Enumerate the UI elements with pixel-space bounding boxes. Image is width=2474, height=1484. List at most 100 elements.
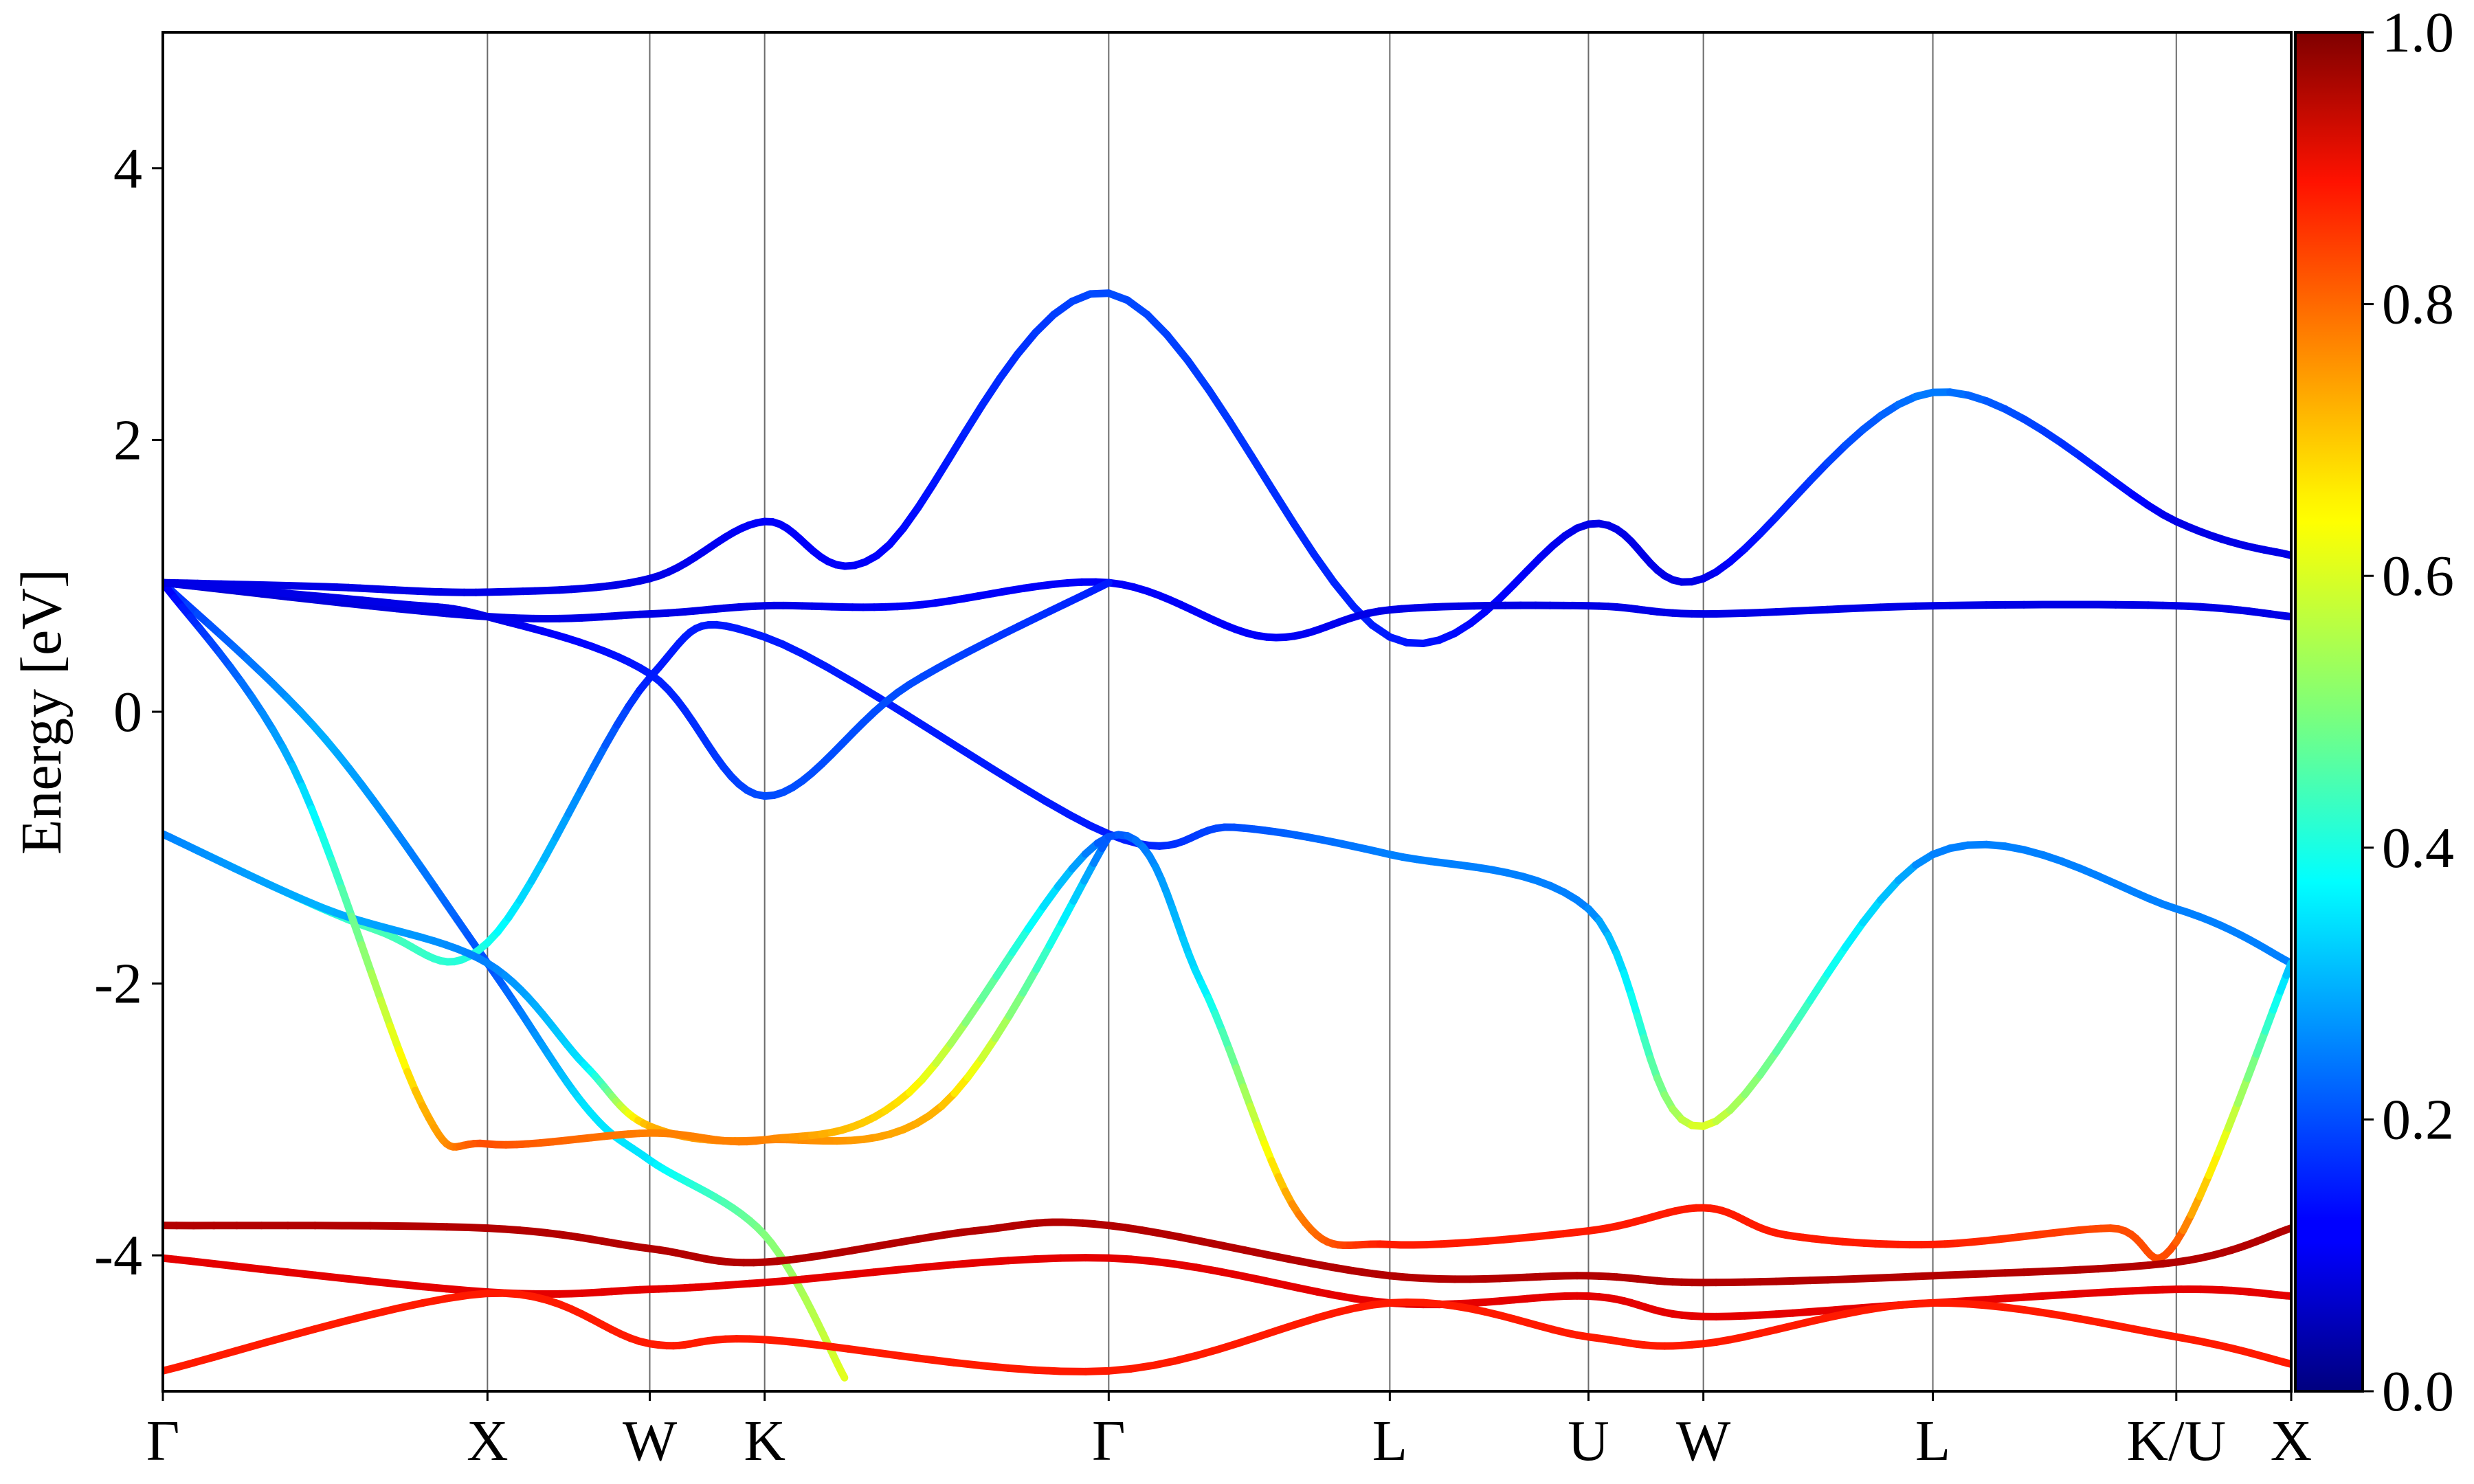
- y-tick-label: 4: [113, 137, 142, 201]
- band-segment: [1310, 550, 1338, 587]
- band-segment: [210, 1347, 241, 1361]
- band-segment: [977, 972, 1001, 1004]
- band-segment: [821, 1342, 852, 1353]
- colorbar-tick-label: 0.4: [2382, 816, 2454, 880]
- band-segment: [978, 374, 1004, 409]
- band-segment: [1627, 991, 1642, 1020]
- band-segment: [895, 1351, 930, 1363]
- band-segment: [393, 1280, 427, 1291]
- band-segment: [1289, 519, 1318, 559]
- band-segment: [1039, 882, 1062, 911]
- band-segment: [977, 1362, 1012, 1372]
- band-segment: [210, 1259, 241, 1270]
- band-segment: [298, 782, 316, 813]
- band-4: [163, 830, 1113, 1145]
- x-axis-ticks: Γ X W K Γ L U W L K/U X: [146, 1391, 2313, 1473]
- band-segment: [1247, 451, 1277, 494]
- band-segment: [1859, 896, 1885, 927]
- band-segment: [1877, 877, 1902, 904]
- band-segment: [311, 1271, 347, 1283]
- colorbar-ticks: 0.0 0.2 0.4 0.6 0.8 1.0: [2363, 1, 2454, 1424]
- band-segment: [1031, 1254, 1065, 1263]
- band-segment: [991, 1012, 1013, 1042]
- band-segment: [1143, 311, 1171, 339]
- band-segment: [386, 1022, 403, 1055]
- band-segment: [2233, 1075, 2251, 1108]
- band-9: [163, 1289, 2291, 1375]
- band-segment: [929, 455, 953, 488]
- band-segment: [1054, 864, 1076, 890]
- x-tick-label: Γ: [1092, 1409, 1126, 1473]
- band-segment: [311, 596, 347, 607]
- y-tick-label: -2: [94, 952, 142, 1016]
- band-segment: [1789, 477, 1814, 503]
- band-segment: [317, 830, 336, 865]
- band-segment: [366, 1277, 401, 1288]
- colorbar-tick-label: 0.8: [2382, 273, 2454, 337]
- band-segment: [552, 809, 572, 841]
- band-segment: [922, 1355, 958, 1367]
- band-segment: [946, 1019, 970, 1048]
- band-segment: [1004, 1255, 1039, 1265]
- band-segment: [377, 996, 394, 1031]
- band-segment: [849, 678, 884, 702]
- band-segment: [419, 1283, 451, 1293]
- x-tick-label: X: [2271, 1409, 2313, 1473]
- band-segment: [1041, 797, 1073, 819]
- band-segment: [589, 741, 610, 772]
- y-tick-label: 0: [113, 680, 142, 744]
- band-segment: [837, 1368, 849, 1382]
- band-segment: [1082, 1254, 1113, 1262]
- band-segment: [515, 877, 536, 905]
- band-segment: [395, 1046, 412, 1076]
- band-segment: [1058, 897, 1078, 927]
- x-tick-label: U: [1568, 1409, 1609, 1473]
- band-segment: [1069, 877, 1089, 905]
- band-segment: [1057, 1254, 1090, 1262]
- band-segment: [539, 833, 560, 864]
- band-segment: [950, 1358, 985, 1370]
- band-segment: [961, 747, 996, 773]
- x-tick-label: L: [1915, 1409, 1950, 1473]
- band-segment: [988, 765, 1024, 790]
- colorbar-tick-label: 0.6: [2382, 544, 2454, 608]
- band-segment: [393, 1222, 427, 1230]
- colorbar-tick-label: 0.2: [2382, 1088, 2454, 1151]
- y-tick-label: -4: [94, 1224, 142, 1288]
- band-segment: [823, 663, 857, 686]
- band-segment: [1823, 441, 1849, 467]
- band-segment: [564, 786, 585, 818]
- band-segment: [1841, 425, 1867, 449]
- band-segment: [601, 721, 621, 750]
- band-segment: [1806, 969, 1831, 1004]
- band-segment: [393, 1298, 427, 1313]
- band-segment: [1789, 996, 1814, 1031]
- y-axis-title: Energy [eV]: [10, 569, 74, 855]
- band-5: [163, 578, 2291, 1262]
- band-segment: [2205, 1148, 2222, 1180]
- band-segment: [1008, 925, 1032, 956]
- band-segment: [779, 640, 807, 659]
- band-segment: [328, 857, 346, 892]
- band-segment: [1032, 311, 1058, 337]
- band-segment: [2224, 1099, 2242, 1132]
- band-segment: [1004, 1364, 1039, 1374]
- band-segment: [869, 1266, 904, 1277]
- band-segment: [232, 1340, 266, 1355]
- band-segment: [357, 941, 375, 977]
- kpoint-vertical-lines: [487, 32, 2177, 1391]
- band-segment: [1016, 782, 1049, 805]
- band-segment: [977, 1034, 999, 1063]
- band-0: [163, 289, 2291, 648]
- band-segment: [366, 602, 401, 613]
- band-segment: [258, 1332, 292, 1348]
- band-segment: [1096, 578, 1113, 591]
- x-tick-label: W: [1676, 1409, 1731, 1473]
- band-segment: [348, 912, 366, 949]
- band-segment: [1841, 919, 1867, 952]
- y-tick-label: 2: [113, 408, 142, 472]
- band-segment: [844, 1345, 878, 1356]
- band-7: [163, 1218, 2291, 1287]
- band-1: [163, 578, 2291, 642]
